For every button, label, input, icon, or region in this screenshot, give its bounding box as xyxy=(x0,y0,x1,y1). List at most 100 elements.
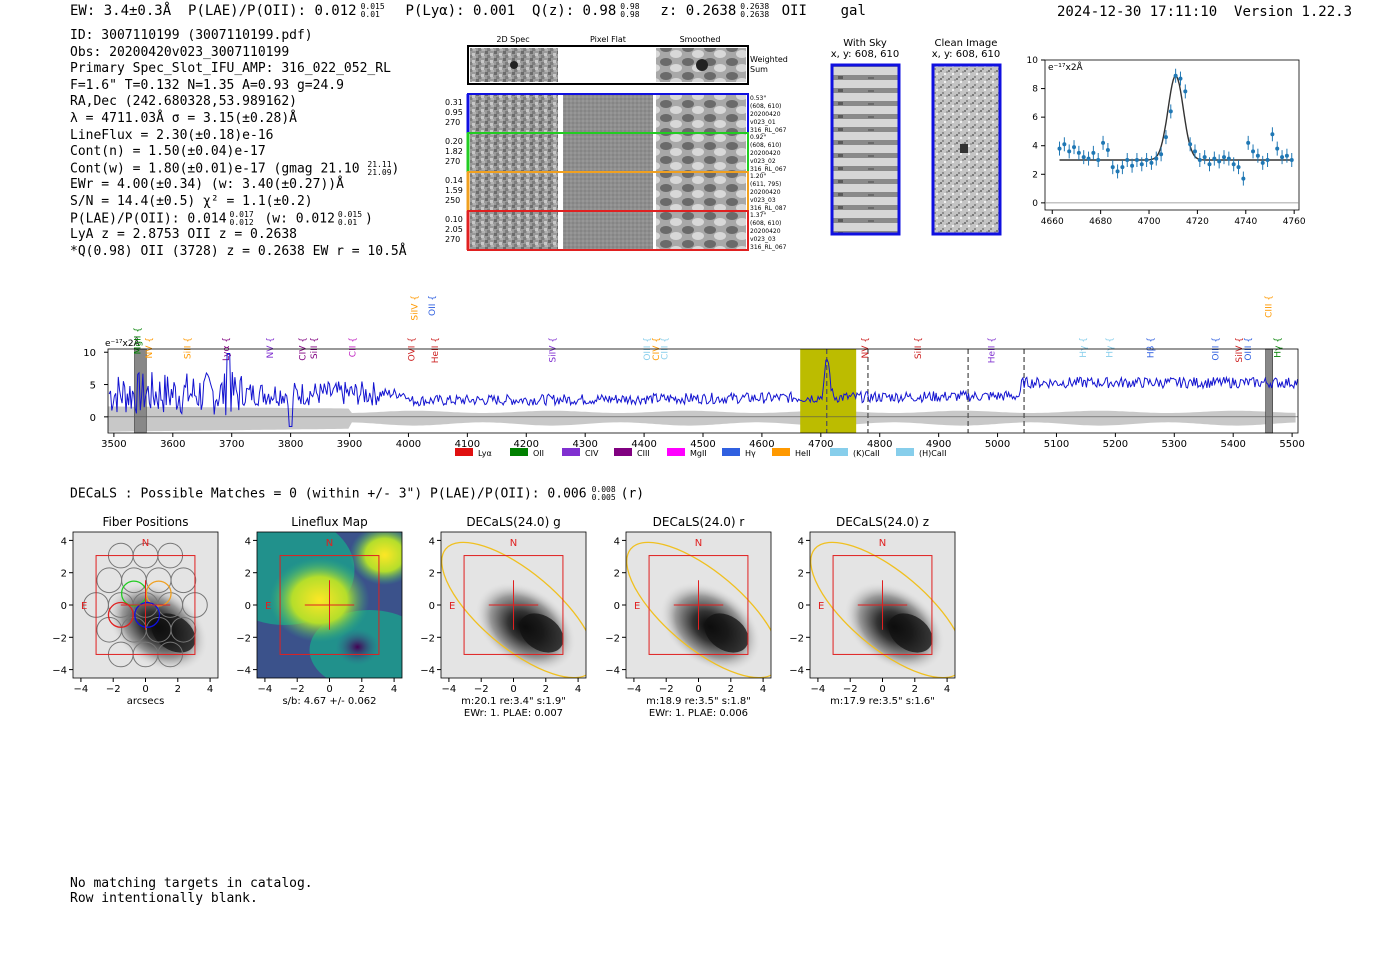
zoom-data-point xyxy=(1159,152,1164,157)
weighted-smoothed-spot xyxy=(696,59,708,71)
weighted-label: Weighted xyxy=(750,55,788,64)
decals-panel: Lineflux Map N E −4 −4 −2 −2 0 0 2 2 4 4 s/b: 4.67 +/… xyxy=(236,515,403,707)
info-lya: LyA z = 2.8753 OII z = 0.2638 xyxy=(70,227,297,243)
header-plae: P(LAE)/P(OII): 0.012 xyxy=(188,3,357,19)
search-box xyxy=(832,555,933,655)
legend-label: OII xyxy=(533,449,544,458)
panel-xtick-label: −2 xyxy=(106,684,121,695)
detection-info: ID: 3007110199 (3007110199.pdf) Obs: 202… xyxy=(70,28,407,260)
spec-xtick-label: 3800 xyxy=(278,439,303,450)
spec-ticks: 3500 3600 3700 3800 3900 4000 4100 4200 4300 4400… xyxy=(83,348,1305,450)
panel-xtick-label: −2 xyxy=(843,684,858,695)
lineflux-low xyxy=(335,629,380,665)
spec-xtick-label: 3500 xyxy=(101,439,126,450)
zoom-xtick-label: 4720 xyxy=(1186,217,1209,227)
panel-ytick-label: −2 xyxy=(236,633,251,644)
decals-panel: Fiber Positions N E −4 −4 −2 −2 0 0 2 2 4 4 arcsecs xyxy=(52,515,219,707)
zoom-data-point xyxy=(1289,158,1294,162)
zoom-frame xyxy=(1044,59,1300,211)
zoom-data-point xyxy=(1086,156,1091,161)
search-box xyxy=(463,555,564,655)
panel-title: Fiber Positions xyxy=(102,515,188,529)
search-box xyxy=(279,555,380,655)
panel-ytick-label: 4 xyxy=(798,536,804,547)
legend-label: MgII xyxy=(690,449,707,458)
zoom-data-point xyxy=(1057,146,1062,151)
spectral-line-label: Hγ { xyxy=(1273,337,1283,358)
zoom-data-point xyxy=(1260,160,1265,165)
cutout-fiber-info: 0.92" xyxy=(750,134,766,141)
zoom-data-point xyxy=(1115,169,1120,174)
cutout-2d-image xyxy=(470,212,558,249)
cutout-fiber-info: (608, 610) xyxy=(750,142,781,149)
panel-ytick-label: 0 xyxy=(798,601,804,612)
aperture-ellipse xyxy=(441,541,586,678)
north-label: N xyxy=(326,538,333,549)
cutout-weight-3: 270 xyxy=(445,118,460,127)
with-sky-title: With Sky x, y: 608, 610 xyxy=(830,38,900,60)
zoom-data-point xyxy=(1144,158,1149,162)
spec-xtick-label: 4800 xyxy=(867,439,892,450)
panel-xtick-label: 2 xyxy=(912,684,918,695)
spec-ytick-label: 5 xyxy=(90,381,96,392)
decals-plae-hi: 0.008 xyxy=(591,485,616,494)
spec-data xyxy=(108,353,1299,427)
cutout-2d-image xyxy=(470,173,558,210)
panel-ytick-label: 0 xyxy=(245,601,251,612)
cutout-fiber-info: 316_RL_067 xyxy=(750,244,787,251)
zoom-data-point xyxy=(1110,165,1115,170)
spec-unit-label: e⁻¹⁷x2Å xyxy=(105,337,141,349)
with-sky-image xyxy=(830,63,901,236)
panel-title: DECaLS(24.0) z xyxy=(836,515,929,529)
spec-background xyxy=(108,348,1298,434)
info-sn: S/N = 14.4(±0.5) χ² = 1.1(±0.2) xyxy=(70,193,313,209)
spec-xtick-label: 5500 xyxy=(1279,439,1304,450)
panel-xtick-label: 0 xyxy=(326,684,332,695)
spectral-line-label: HeII { xyxy=(988,337,998,363)
spec-xtick-label: 4200 xyxy=(514,439,539,450)
spectral-line-label: NV { xyxy=(861,337,871,358)
fiber-circle xyxy=(170,616,197,643)
decals-plae-band: (r) xyxy=(620,486,645,502)
east-label: E xyxy=(265,601,271,612)
galaxy-core xyxy=(151,613,196,653)
panel-subtitle: s/b: 4.67 +/- 0.062 xyxy=(282,696,376,707)
header-ew: EW: 3.4±0.3Å xyxy=(70,3,172,19)
zoom-data-point xyxy=(1125,158,1130,162)
spec-xtick-label: 4100 xyxy=(455,439,480,450)
fiber-circle xyxy=(170,567,197,594)
header-qz-lo: 0.98 xyxy=(620,10,640,19)
panel-ytick-label: −2 xyxy=(52,633,67,644)
zoom-unit-label: e⁻¹⁷x2Å xyxy=(1048,61,1084,73)
spectrum-line xyxy=(108,353,1299,427)
emission-line-zoom-chart: e⁻¹⁷x2Å 4660 4680 4700 4720 4740 4760 0 2 4 6 8 10 xyxy=(1027,56,1306,227)
zoom-data-point xyxy=(1072,145,1077,150)
weighted-source-spot xyxy=(510,61,518,69)
info-fparams: F=1.6" T=0.132 N=1.35 A=0.93 g=24.9 xyxy=(70,77,344,93)
spec-xtick-label: 4300 xyxy=(572,439,597,450)
zoom-data-point xyxy=(1105,148,1110,152)
cutout-fiber-info: 20200420 xyxy=(750,189,781,196)
zoom-data-point xyxy=(1067,149,1072,154)
spec-xtick-label: 5000 xyxy=(985,439,1010,450)
zoom-ytick-label: 0 xyxy=(1032,199,1038,209)
north-label: N xyxy=(879,538,886,549)
zoom-data-point xyxy=(1236,165,1241,170)
panel-ytick-label: 2 xyxy=(614,569,620,580)
east-label: E xyxy=(81,601,87,612)
info-lambda: λ = 4711.03Å σ = 3.15(±0.28)Å xyxy=(70,110,297,126)
decals-plae-lo: 0.005 xyxy=(591,493,616,502)
zoom-data-point xyxy=(1096,158,1101,162)
spec-xtick-label: 4000 xyxy=(396,439,421,450)
spectral-line-label: SiIV { xyxy=(1235,337,1245,363)
cutout-smoothed-image xyxy=(656,212,746,249)
info-plae-w: (w: 0.012 xyxy=(264,211,335,227)
info-lineflux: LineFlux = 2.30(±0.18)e-16 xyxy=(70,127,274,143)
spectral-line-label: SiII { xyxy=(914,337,924,359)
panel-ytick-label: −4 xyxy=(420,666,435,677)
panel-xtick-label: 0 xyxy=(510,684,516,695)
catalog-footer: No matching targets in catalog. Row inte… xyxy=(70,876,313,906)
legend-swatch xyxy=(614,448,632,456)
spec-xtick-label: 5100 xyxy=(1044,439,1069,450)
panel-xtick-label: 2 xyxy=(728,684,734,695)
